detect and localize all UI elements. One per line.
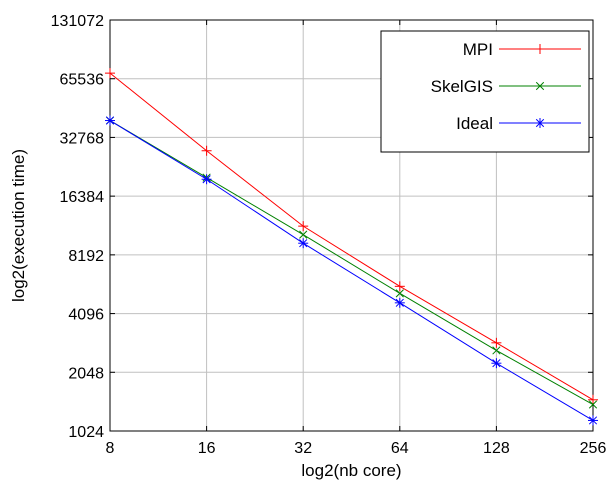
x-tick-label: 128	[483, 440, 510, 457]
legend-marker-mpi	[535, 44, 545, 54]
legend-box	[380, 30, 590, 153]
x-tick-label: 32	[294, 440, 312, 457]
series-line-mpi	[109, 72, 594, 401]
legend-marker-ideal	[535, 118, 545, 128]
data-point-mpi	[491, 337, 502, 348]
data-point-mpi	[588, 394, 598, 405]
data-point-ideal	[394, 297, 405, 308]
axis-ticks: 8 16 32 64 128 256 1024 2048 4096 8192 16384 32768 6…	[51, 13, 607, 457]
y-tick-label: 65536	[60, 72, 105, 89]
y-tick-label: 1024	[68, 424, 104, 441]
data-point-mpi	[201, 145, 212, 156]
x-tick-label: 8	[106, 440, 115, 457]
x-tick-label: 256	[580, 440, 607, 457]
data-point-ideal	[201, 174, 212, 185]
data-point-mpi	[105, 68, 115, 79]
legend: MPI SkelGIS Ideal	[380, 30, 590, 153]
data-point-mpi	[394, 281, 405, 292]
data-point-skelgis	[588, 400, 598, 409]
data-point-ideal	[105, 115, 115, 126]
y-tick-label: 16384	[60, 189, 105, 206]
y-tick-label: 2048	[68, 365, 104, 382]
legend-label-ideal: Ideal	[456, 114, 493, 133]
y-tick-label: 131072	[51, 13, 104, 30]
plot-frame	[109, 19, 594, 432]
legend-label-mpi: MPI	[463, 40, 493, 59]
x-tick-label: 16	[198, 440, 216, 457]
series-lines	[105, 68, 598, 426]
y-tick-label: 8192	[68, 248, 104, 265]
data-point-ideal	[298, 238, 309, 249]
data-point-mpi	[298, 221, 309, 232]
data-point-skelgis	[299, 230, 308, 239]
data-point-ideal	[491, 358, 502, 369]
data-point-skelgis	[492, 346, 501, 355]
y-axis-label: log2(execution time)	[9, 149, 28, 302]
series-line-skelgis	[109, 120, 594, 405]
data-point-skelgis	[395, 289, 404, 298]
y-tick-label: 32768	[60, 130, 105, 147]
legend-label-skelgis: SkelGIS	[431, 77, 493, 96]
data-point-ideal	[588, 415, 598, 426]
y-tick-label: 4096	[68, 307, 104, 324]
series-line-ideal	[109, 120, 594, 421]
legend-marker-skelgis	[535, 81, 545, 91]
x-tick-label: 64	[391, 440, 409, 457]
x-axis-label: log2(nb core)	[301, 461, 401, 480]
